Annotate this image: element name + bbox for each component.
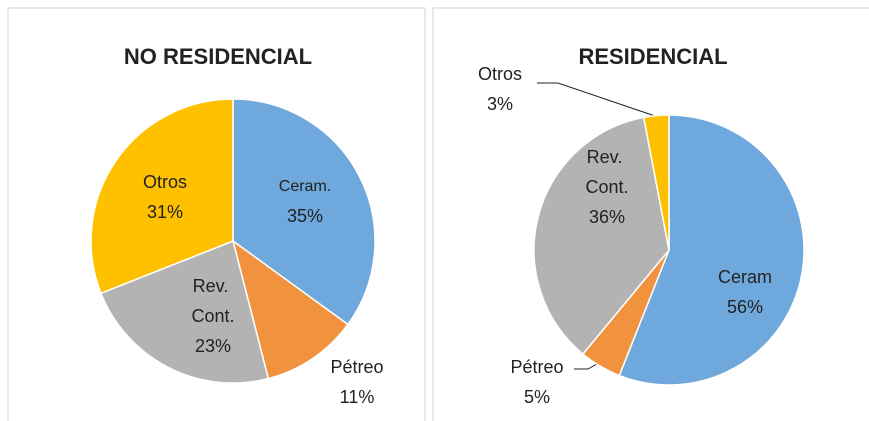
label-line: Otros bbox=[143, 172, 187, 192]
label-line: Pétreo bbox=[510, 357, 563, 377]
chart-title: RESIDENCIAL bbox=[578, 44, 727, 69]
slice-label: Pétreo bbox=[510, 357, 563, 377]
slice-value-label: 31% bbox=[147, 202, 183, 222]
slices bbox=[90, 98, 376, 384]
slice-value-label: 35% bbox=[287, 206, 323, 226]
slice-value-label: 5% bbox=[524, 387, 550, 407]
slice-value-label: 3% bbox=[487, 94, 513, 114]
panel-frame bbox=[432, 7, 869, 421]
pie-slice bbox=[231, 239, 349, 380]
slice-value-label: 11% bbox=[340, 387, 375, 407]
pie-slice bbox=[99, 239, 270, 384]
label-line: Rev. bbox=[193, 276, 234, 296]
slice-value-label: 56% bbox=[727, 297, 763, 317]
label-line: Pétreo bbox=[330, 357, 383, 377]
pie-slice bbox=[618, 114, 805, 386]
label-line: Otros bbox=[478, 64, 522, 84]
pie-slice bbox=[642, 114, 670, 251]
slices bbox=[533, 114, 805, 386]
label-line: Rev. bbox=[587, 147, 628, 167]
slice-label: Rev. Cont. bbox=[585, 147, 628, 197]
label-line: Ceram bbox=[718, 267, 772, 287]
label-line: Cont. bbox=[585, 177, 628, 197]
label-line: Cont. bbox=[191, 306, 234, 326]
slice-label: Ceram bbox=[718, 267, 772, 287]
panel-frame bbox=[7, 7, 426, 421]
pie-slice bbox=[232, 98, 376, 326]
slice-label: Otros bbox=[143, 172, 187, 192]
label-line: Ceram. bbox=[279, 178, 331, 195]
pie-slice bbox=[90, 98, 234, 295]
slice-value-label: 36% bbox=[589, 207, 625, 227]
slice-label: Rev. Cont. bbox=[191, 276, 234, 326]
leader-line bbox=[537, 82, 656, 117]
slice-value-label: 23% bbox=[195, 336, 231, 356]
slice-label: Ceram. bbox=[279, 178, 331, 195]
pie-slice bbox=[533, 116, 670, 356]
chart-title: NO RESIDENCIAL bbox=[124, 44, 312, 69]
slice-label: Pétreo bbox=[330, 357, 383, 377]
slice-label: Otros bbox=[478, 64, 522, 84]
